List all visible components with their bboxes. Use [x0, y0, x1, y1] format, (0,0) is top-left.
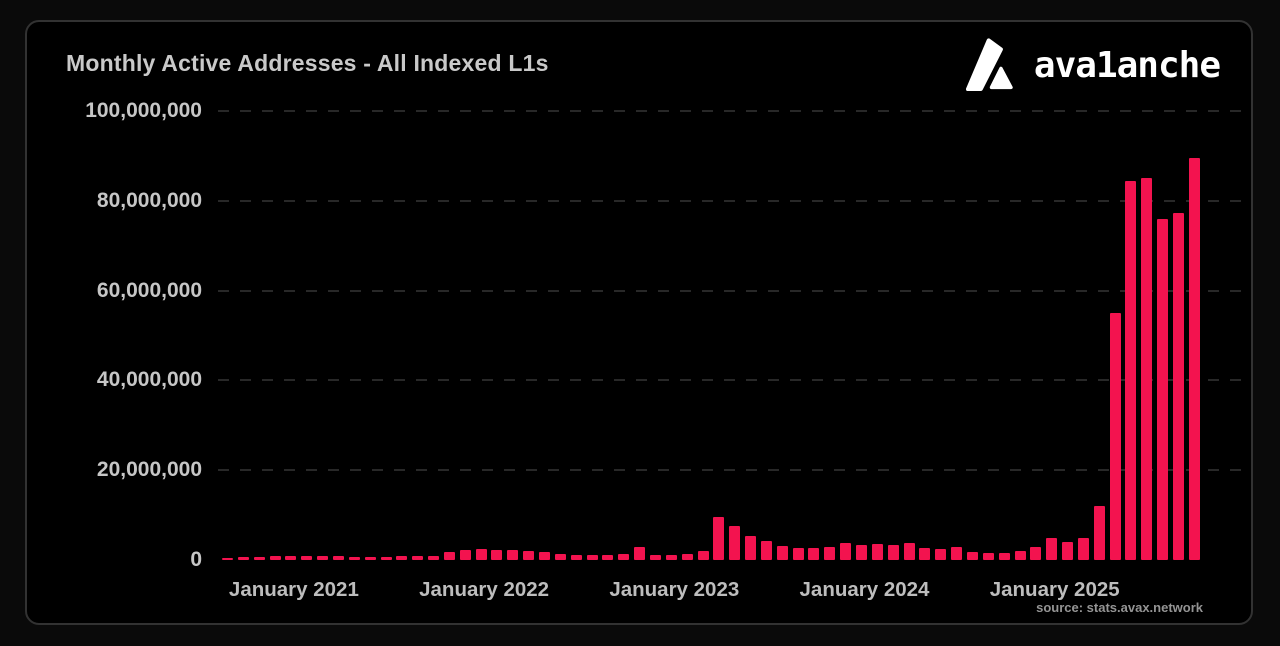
bar-2021-05	[348, 556, 360, 560]
bar-2022-09	[602, 555, 614, 560]
bar-2023-08	[776, 545, 788, 560]
bar-2025-07	[1141, 178, 1153, 560]
x-tick-label: January 2024	[799, 578, 930, 601]
bar-2021-12	[459, 550, 471, 560]
y-tick-label: 20,000,000	[96, 458, 202, 482]
bar-2024-07	[951, 546, 963, 560]
bar-2024-01	[856, 545, 867, 560]
bar-2025-03	[1077, 538, 1089, 560]
bar-2021-04	[332, 556, 344, 560]
bar-2020-09	[222, 557, 233, 560]
bar-2025-10	[1188, 158, 1200, 560]
bar-2023-09	[792, 548, 804, 560]
bar-2021-03	[317, 556, 329, 560]
gridline	[218, 469, 1242, 472]
gridline	[218, 199, 1242, 202]
x-tick-label: January 2022	[419, 578, 550, 601]
bar-2021-11	[443, 551, 455, 560]
y-tick-label: 0	[190, 548, 202, 571]
chart-title: Monthly Active Addresses - All Indexed L…	[66, 50, 549, 76]
bar-2023-01	[665, 554, 677, 560]
bar-2021-06	[364, 556, 376, 560]
bar-2025-01	[1046, 538, 1058, 560]
bar-2023-06	[745, 536, 757, 560]
brand-logo: ava1anche	[964, 36, 1221, 94]
bar-2022-05	[539, 551, 550, 560]
bar-2022-07	[570, 555, 582, 560]
y-tick-label: 100,000,000	[85, 99, 202, 122]
gridline	[218, 289, 1242, 292]
brand-wordmark: ava1anche	[1033, 44, 1221, 86]
bar-2021-02	[301, 556, 313, 560]
bar-2024-11	[1014, 551, 1026, 560]
bar-2024-08	[966, 551, 978, 560]
bar-2021-09	[412, 556, 424, 560]
bar-2022-03	[507, 550, 519, 560]
bar-2022-06	[554, 554, 566, 560]
bar-2023-12	[840, 543, 852, 560]
bar-2024-04	[903, 543, 915, 560]
bar-2024-05	[919, 548, 931, 560]
source-attribution: source: stats.avax.network	[1036, 600, 1203, 615]
bar-2020-11	[253, 556, 265, 560]
bar-2022-02	[491, 550, 503, 560]
bar-2024-02	[871, 544, 883, 560]
bar-2022-01	[475, 549, 487, 560]
bar-2025-08	[1157, 218, 1169, 560]
x-tick-label: January 2021	[228, 578, 359, 601]
y-tick-label: 40,000,000	[96, 368, 202, 392]
bar-2024-12	[1030, 546, 1042, 560]
gridline	[218, 110, 1242, 112]
bar-2021-10	[428, 555, 440, 560]
bar-2024-10	[998, 552, 1010, 560]
y-tick-label: 80,000,000	[96, 188, 202, 212]
bar-2023-10	[808, 547, 820, 560]
x-tick-label: January 2023	[609, 578, 740, 601]
bar-2025-02	[1062, 541, 1074, 560]
bar-2023-05	[729, 526, 741, 560]
bar-2023-02	[681, 554, 693, 560]
bar-2020-10	[237, 557, 249, 560]
bar-2025-09	[1173, 213, 1184, 560]
bar-2021-08	[396, 556, 408, 560]
bar-2025-04	[1093, 506, 1105, 560]
x-tick-label: January 2025	[989, 578, 1120, 601]
bar-2021-01	[285, 556, 297, 560]
bar-2023-07	[760, 541, 772, 560]
bar-2022-10	[618, 554, 630, 560]
bar-2024-06	[935, 549, 947, 560]
bar-2022-12	[649, 554, 661, 560]
gridline	[218, 379, 1242, 382]
bar-2024-03	[887, 545, 899, 560]
chart-card	[25, 20, 1253, 625]
bar-2022-11	[634, 546, 646, 560]
bar-2021-07	[380, 556, 392, 560]
bar-2020-12	[269, 556, 281, 560]
bar-2023-03	[697, 551, 709, 560]
bar-2024-09	[982, 553, 994, 560]
avalanche-mountain-icon	[964, 36, 1020, 94]
y-tick-label: 60,000,000	[96, 278, 202, 302]
bar-2025-05	[1109, 313, 1121, 560]
bar-2023-04	[713, 517, 725, 560]
bar-2023-11	[824, 546, 836, 560]
bar-2022-04	[523, 551, 535, 560]
bar-2025-06	[1125, 180, 1137, 560]
bar-2022-08	[586, 555, 598, 560]
